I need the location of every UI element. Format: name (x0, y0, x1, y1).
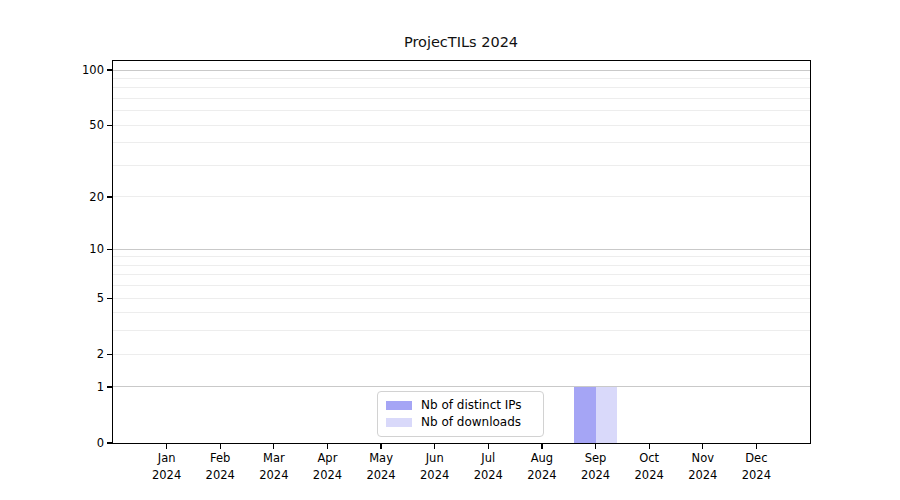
y-tick-mark (107, 125, 113, 126)
minor-gridline (113, 125, 810, 126)
x-tick-mark (488, 443, 489, 449)
y-tick-mark (107, 386, 113, 387)
y-tick-label: 2 (40, 346, 104, 362)
legend-label-downloads: Nb of downloads (421, 415, 521, 430)
minor-gridline (113, 196, 810, 197)
legend-swatch-downloads (386, 418, 412, 427)
minor-gridline (113, 78, 810, 79)
y-tick-mark (107, 354, 113, 355)
minor-gridline (113, 312, 810, 313)
y-tick-label: 0 (40, 435, 104, 451)
x-tick-label: Dec 2024 (724, 450, 788, 483)
minor-gridline (113, 354, 810, 355)
chart-title: ProjecTILs 2024 (112, 34, 810, 54)
y-tick-label: 20 (40, 189, 104, 205)
minor-gridline (113, 265, 810, 266)
y-tick-mark (107, 442, 113, 443)
major-gridline (113, 249, 810, 250)
y-tick-mark (107, 196, 113, 197)
y-tick-label: 5 (40, 290, 104, 306)
legend-label-distinct-ips: Nb of distinct IPs (421, 398, 522, 413)
x-tick-mark (756, 443, 757, 449)
y-tick-label: 10 (40, 241, 104, 257)
x-tick-mark (166, 443, 167, 449)
minor-gridline (113, 298, 810, 299)
y-tick-mark (107, 69, 113, 70)
minor-gridline (113, 87, 810, 88)
minor-gridline (113, 274, 810, 275)
bar-downloads (596, 387, 618, 443)
y-tick-mark (107, 298, 113, 299)
major-gridline (113, 70, 810, 71)
minor-gridline (113, 110, 810, 111)
x-tick-mark (595, 443, 596, 449)
minor-gridline (113, 98, 810, 99)
x-tick-mark (541, 443, 542, 449)
minor-gridline (113, 256, 810, 257)
x-tick-mark (273, 443, 274, 449)
minor-gridline (113, 165, 810, 166)
y-tick-label: 50 (40, 117, 104, 133)
x-tick-mark (220, 443, 221, 449)
legend-entry-downloads: Nb of downloads (386, 415, 535, 430)
minor-gridline (113, 330, 810, 331)
plot-area: Nb of distinct IPs Nb of downloads (113, 61, 810, 443)
major-gridline (113, 386, 810, 387)
x-tick-mark (434, 443, 435, 449)
legend-entry-distinct-ips: Nb of distinct IPs (386, 398, 535, 413)
y-tick-label: 1 (40, 379, 104, 395)
minor-gridline (113, 142, 810, 143)
legend: Nb of distinct IPs Nb of downloads (377, 391, 544, 437)
x-tick-mark (380, 443, 381, 449)
x-tick-mark (649, 443, 650, 449)
bar-distinct-ips (574, 387, 596, 443)
x-tick-mark (702, 443, 703, 449)
legend-swatch-distinct-ips (386, 401, 412, 410)
chart-figure: ProjecTILs 2024 Nb of distinct IPs Nb of… (0, 0, 900, 500)
x-tick-mark (327, 443, 328, 449)
minor-gridline (113, 285, 810, 286)
y-tick-label: 100 (40, 62, 104, 78)
y-tick-mark (107, 249, 113, 250)
